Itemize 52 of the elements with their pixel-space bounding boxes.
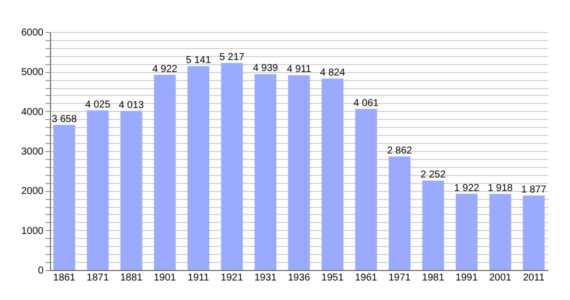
x-tick-label: 1961 bbox=[354, 272, 378, 284]
y-tick-label: 5000 bbox=[21, 67, 44, 78]
x-tick-label: 1936 bbox=[288, 272, 311, 284]
bar bbox=[288, 75, 310, 270]
bar bbox=[422, 180, 444, 270]
data-label: 2 862 bbox=[387, 145, 413, 156]
data-label: 4 025 bbox=[85, 99, 111, 110]
bar bbox=[522, 196, 545, 270]
bar bbox=[86, 110, 109, 270]
data-label: 1 877 bbox=[521, 184, 547, 196]
data-label: 4 922 bbox=[152, 64, 178, 75]
bar bbox=[322, 78, 344, 270]
y-tick-label: 1000 bbox=[21, 226, 44, 237]
bar bbox=[221, 63, 243, 270]
y-tick-label: 2000 bbox=[21, 186, 44, 198]
x-tick-label: 1951 bbox=[321, 272, 344, 284]
bar bbox=[456, 194, 478, 270]
x-tick-label: 1871 bbox=[86, 272, 110, 284]
x-tick-label: 2001 bbox=[489, 272, 512, 284]
data-label: 4 013 bbox=[118, 100, 144, 111]
y-tick-label: 0 bbox=[38, 266, 44, 276]
data-label: 1 918 bbox=[488, 182, 514, 194]
x-tick-label: 1901 bbox=[154, 272, 176, 284]
bar bbox=[489, 194, 512, 270]
data-label: 4 061 bbox=[354, 98, 380, 109]
data-label: 4 911 bbox=[286, 64, 312, 76]
x-tick-label: 1861 bbox=[53, 272, 76, 284]
x-tick-label: 1931 bbox=[254, 272, 278, 284]
x-tick-label: 1971 bbox=[388, 272, 412, 284]
bar bbox=[53, 124, 76, 270]
data-label: 4 939 bbox=[252, 63, 278, 74]
data-label: 3 658 bbox=[52, 114, 78, 125]
x-tick-label: 2011 bbox=[522, 272, 545, 284]
data-label: 5 217 bbox=[219, 52, 245, 64]
x-tick-label: 1911 bbox=[188, 272, 210, 284]
bar bbox=[388, 156, 411, 270]
data-label: 4 824 bbox=[320, 68, 346, 79]
y-tick-label: 3000 bbox=[21, 146, 44, 158]
x-tick-label: 1921 bbox=[220, 272, 244, 284]
y-tick-label: 6000 bbox=[21, 28, 44, 38]
data-label: 1 922 bbox=[454, 182, 480, 194]
bar bbox=[154, 74, 176, 270]
data-label: 2 252 bbox=[420, 170, 446, 181]
bar bbox=[187, 66, 210, 270]
bar bbox=[355, 108, 377, 270]
x-tick-label: 1981 bbox=[422, 272, 445, 284]
bar bbox=[120, 110, 142, 270]
data-label: 5 141 bbox=[186, 55, 212, 66]
bar bbox=[254, 74, 276, 270]
y-tick-label: 4000 bbox=[21, 106, 44, 118]
x-tick-label: 1991 bbox=[456, 272, 478, 284]
x-tick-label: 1881 bbox=[120, 272, 143, 284]
